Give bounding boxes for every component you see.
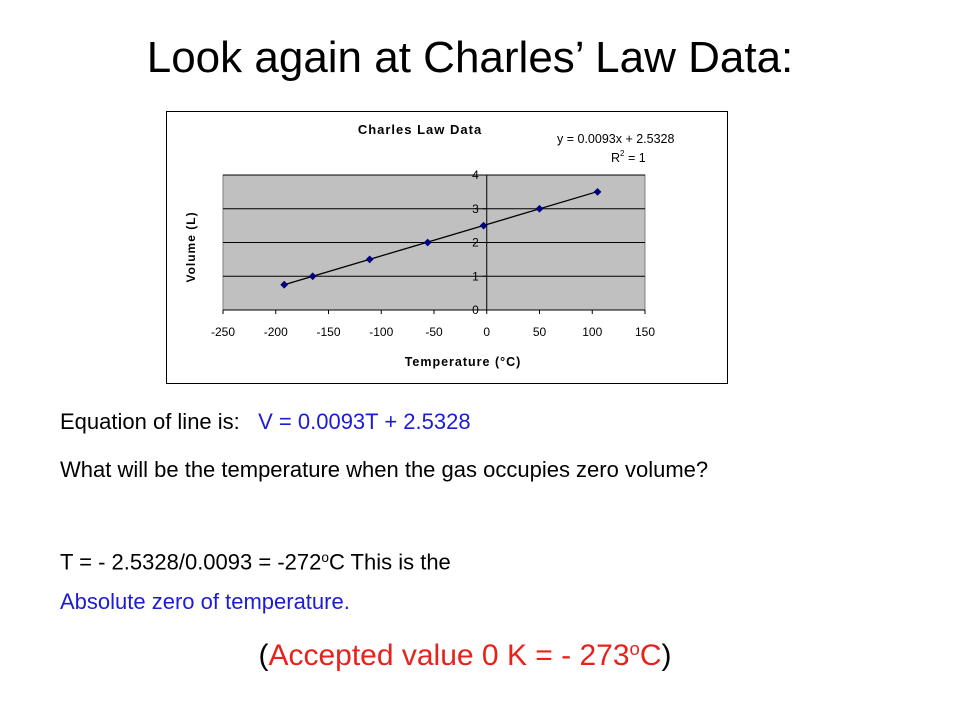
x-tick-label: 100 (582, 325, 602, 339)
accepted-main: Accepted value 0 K = - 273 (268, 639, 630, 673)
chart-frame: 0 1 2 3 4 -250 -200 -150 -100 -50 0 50 100 150 Charl… (166, 111, 728, 384)
trendline (284, 190, 598, 286)
x-tick-label: 150 (635, 325, 655, 339)
accepted-degree: o (629, 638, 640, 659)
calculation-degree: o (321, 550, 329, 565)
data-point (308, 272, 317, 281)
equation-value: V = 0.0093T + 2.5328 (258, 409, 471, 434)
y-tick-label: 3 (472, 202, 479, 216)
x-tick-label: -100 (369, 325, 393, 339)
grid-lines (223, 174, 645, 277)
x-tick-label: -200 (264, 325, 288, 339)
r2-superscript: 2 (620, 149, 625, 158)
accepted-close-paren: ) (661, 639, 672, 673)
data-markers (280, 187, 602, 289)
question-body: What will be the temperature when the ga… (60, 457, 709, 482)
data-point (423, 238, 432, 247)
x-tick-label: 50 (533, 325, 547, 339)
equation-prefix: Equation of line is: (60, 409, 240, 434)
slide-title: Look again at Charles’ Law Data: (146, 33, 794, 82)
calculation-line: T = - 2.5328/0.0093 = -272oC This is the (60, 544, 920, 577)
accepted-unit: C (639, 639, 662, 673)
absolute-zero-text: Absolute zero of temperature. (60, 589, 350, 614)
r2-value: = 1 (624, 151, 645, 165)
x-tick-label: 0 (483, 325, 490, 339)
y-tick-label: 1 (472, 269, 479, 283)
data-point (365, 255, 374, 264)
y-axis-label: Volume (L) (184, 211, 198, 282)
data-point (593, 187, 602, 196)
accepted-value: (Accepted value 0 K = - 273oC) (0, 631, 930, 674)
data-point (535, 204, 544, 213)
calculation-text: T = - 2.5328/0.0093 = -272 (60, 549, 322, 575)
x-axis-label: Temperature (°C) (405, 355, 522, 369)
x-tick-label: -250 (211, 325, 235, 339)
data-point (280, 280, 289, 289)
y-tick-label: 4 (472, 168, 479, 182)
equation-line: Equation of line is: V = 0.0093T + 2.532… (60, 408, 920, 436)
x-axis: -250 -200 -150 -100 -50 0 50 100 150 (211, 309, 655, 339)
trendline-equation: y = 0.0093x + 2.5328 (557, 132, 675, 146)
charles-law-chart: 0 1 2 3 4 -250 -200 -150 -100 -50 0 50 100 150 Charl… (184, 122, 675, 369)
x-tick-label: -50 (425, 325, 443, 339)
question-text: What will be the temperature when the ga… (60, 456, 920, 484)
accepted-open-paren: ( (258, 639, 269, 673)
r2-letter: R (611, 151, 620, 165)
y-tick-label: 2 (472, 236, 479, 250)
data-point (479, 221, 488, 230)
calculation-unit: C This is the (328, 549, 451, 575)
trendline-r-squared: R2 = 1 (611, 149, 646, 165)
chart-title: Charles Law Data (358, 122, 482, 137)
x-tick-label: -150 (316, 325, 340, 339)
